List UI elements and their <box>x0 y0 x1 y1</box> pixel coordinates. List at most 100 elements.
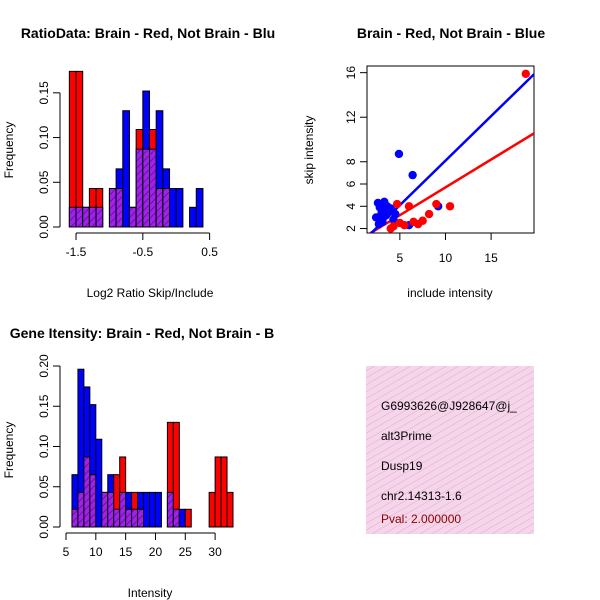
scatter-plot-box <box>366 65 535 234</box>
ratio-hist-x-axis: -1.5 -0.5 0.5 <box>66 232 218 259</box>
scatter-x-tick-label: 10 <box>439 251 453 265</box>
scatter-point-not-brain <box>382 202 392 211</box>
intensity-hist-y-tick-label: 0.00 <box>37 515 51 539</box>
scatter-xlabel: include intensity <box>407 286 492 300</box>
scatter-y-tick-label: 16 <box>344 66 358 80</box>
ratio-hist-y-tick-label: 0.05 <box>37 170 51 194</box>
ratio-hist-bar-overlap <box>162 188 171 228</box>
intensity-hist-bar-not-brain <box>154 491 162 528</box>
ratio-hist-bar-overlap <box>142 148 151 228</box>
intensity-hist-x-tick-label: 10 <box>89 545 103 559</box>
scatter-x-axis: 5 10 15 <box>397 233 498 265</box>
event-type-text: alt3Prime <box>381 429 432 443</box>
scatter-point-not-brain <box>374 219 384 229</box>
intensity-hist-bar-overlap <box>137 508 145 528</box>
intensity-hist-bar-overlap <box>131 508 139 528</box>
ratio-hist-y-tick-label: 0.15 <box>37 81 51 105</box>
ratio-hist-bar-overlap <box>149 148 157 228</box>
scatter-y-tick-label: 8 <box>344 158 358 165</box>
ratio-hist-bar-not-brain <box>169 188 177 228</box>
intensity-hist-y-tick-label: 0.05 <box>37 475 51 499</box>
ratio-hist-xlabel: Log2 Ratio Skip/Include <box>87 286 214 300</box>
scatter-y-axis: 2 4 6 8 12 16 <box>344 66 367 232</box>
intensity-hist-x-tick-label: 20 <box>149 545 163 559</box>
intensity-hist-bar-brain <box>184 508 192 528</box>
intensity-hist-bar-brain <box>220 456 228 528</box>
scatter-point-brain <box>395 218 405 228</box>
intensity-hist-x-tick-label: 25 <box>179 545 193 559</box>
ratio-hist-bars <box>68 70 204 228</box>
scatter-points <box>371 69 530 233</box>
ratio-hist-bar-overlap <box>68 206 77 228</box>
intensity-hist-bar-brain <box>214 456 222 528</box>
ratio-hist-bar-not-brain <box>122 110 130 228</box>
scatter-point-brain <box>409 217 418 227</box>
ratio-hist-bar-brain <box>68 70 77 228</box>
intensity-hist-y-tick-label: 0.20 <box>37 354 51 378</box>
ratio-hist-y-axis: 0.00 0.05 0.10 0.15 <box>37 81 61 239</box>
info-panel-background <box>366 366 534 534</box>
intensity-hist-bar-overlap <box>89 474 97 528</box>
ratio-histogram-panel: RatioData: Brain - Red, Not Brain - Blu … <box>2 25 275 300</box>
ratio-hist-bar-overlap <box>115 188 124 228</box>
intensity-hist-bar-overlap <box>71 508 79 528</box>
pval-text: Pval: 2.000000 <box>381 512 461 526</box>
intensity-hist-bar-overlap <box>107 491 115 528</box>
scatter-point-brain <box>386 224 395 233</box>
ratio-hist-bar-overlap <box>128 206 137 228</box>
intensity-hist-bar-overlap <box>83 456 91 528</box>
ratio-hist-bar-overlap <box>135 148 144 228</box>
event-id-text: G6993626@J928647@j_ <box>381 399 517 413</box>
ratio-hist-bar-not-brain <box>195 188 204 228</box>
scatter-point-brain <box>432 199 441 209</box>
intensity-hist-x-tick-label: 5 <box>63 545 70 559</box>
intensity-hist-bar-overlap <box>125 508 133 528</box>
ratio-hist-bar-overlap <box>155 188 164 228</box>
scatter-point-not-brain <box>391 209 400 219</box>
ratio-hist-x-tick-label: -0.5 <box>132 245 153 259</box>
ratio-hist-bar-overlap <box>75 206 84 228</box>
ratio-hist-y-tick-label: 0.10 <box>37 126 51 150</box>
scatter-title: Brain - Red, Not Brain - Blue <box>357 25 545 41</box>
intensity-hist-y-tick-label: 0.15 <box>37 394 51 418</box>
ratio-hist-x-tick-label: 0.5 <box>201 245 218 259</box>
scatter-y-tick-label: 4 <box>344 203 358 210</box>
intensity-hist-xlabel: Intensity <box>128 586 173 600</box>
scatter-point-brain <box>392 199 402 209</box>
location-text: chr2.14313-1.6 <box>381 489 462 503</box>
ratio-hist-bar-overlap <box>82 206 90 228</box>
intensity-hist-bar-not-brain <box>143 491 151 528</box>
ratio-hist-y-tick-label: 0.00 <box>37 215 51 239</box>
intensity-hist-x-axis: 5 10 15 20 25 30 <box>63 532 222 559</box>
intensity-hist-bar-overlap <box>172 508 180 528</box>
intensity-hist-bars <box>71 368 234 528</box>
scatter-point-not-brain <box>408 170 417 180</box>
intensity-hist-title: Gene Itensity: Brain - Red, Not Brain - … <box>10 325 274 341</box>
intensity-histogram-panel: Gene Itensity: Brain - Red, Not Brain - … <box>2 325 274 600</box>
scatter-y-tick-label: 12 <box>344 110 358 124</box>
scatter-y-tick-label: 2 <box>344 225 358 232</box>
intensity-hist-bar-brain <box>208 491 216 528</box>
intensity-hist-ylabel: Frequency <box>2 422 16 479</box>
scatter-ylabel: skip intensity <box>302 116 316 185</box>
gene-symbol-text: Dusp19 <box>381 459 423 473</box>
ratio-hist-bar-brain <box>75 70 84 228</box>
ratio-hist-x-tick-label: -1.5 <box>66 245 87 259</box>
intensity-hist-bar-overlap <box>119 491 127 528</box>
ratio-hist-bar-not-brain <box>175 188 184 228</box>
intensity-scatter-panel: Brain - Red, Not Brain - Blue 5 10 15 2 4 6 8… <box>302 25 545 300</box>
intensity-hist-bar-overlap <box>113 508 121 528</box>
intensity-hist-bar-overlap <box>77 491 85 528</box>
intensity-hist-bar-not-brain <box>178 508 186 528</box>
scatter-point-brain <box>521 69 530 78</box>
ratio-hist-bar-overlap <box>108 188 117 228</box>
ratio-hist-title: RatioData: Brain - Red, Not Brain - Blu <box>21 25 275 41</box>
intensity-hist-bar-not-brain <box>95 438 103 528</box>
intensity-hist-bar-not-brain <box>149 491 156 528</box>
scatter-point-not-brain <box>394 149 404 159</box>
intensity-hist-x-tick-label: 30 <box>208 545 222 559</box>
ratio-hist-bar-overlap <box>95 206 104 228</box>
scatter-point-brain <box>424 209 434 219</box>
scatter-point-brain <box>445 202 455 211</box>
